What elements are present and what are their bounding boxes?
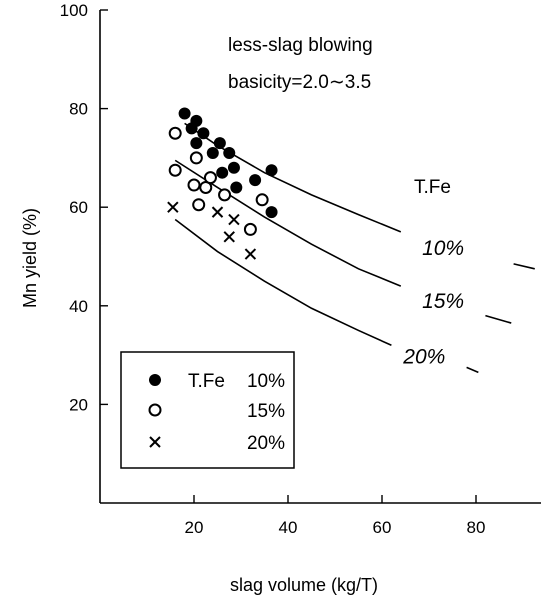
- point-tfe-15: [189, 151, 203, 165]
- point-tfe-20-stroke: [223, 231, 235, 243]
- y-tick-label: 20: [69, 395, 88, 414]
- legend-entry-20: 20%: [247, 433, 285, 454]
- point-tfe-20: [211, 206, 224, 218]
- curve-group-title: T.Fe: [414, 177, 451, 198]
- curve-label-20: 20%: [402, 345, 445, 368]
- axes: 20 40 60 80 20 40 60 80 100: [60, 1, 541, 537]
- curve-label-10: 10%: [422, 237, 464, 260]
- point-tfe-10: [265, 206, 278, 219]
- point-tfe-15: [168, 126, 182, 140]
- point-tfe-20-stroke: [244, 248, 257, 260]
- point-tfe-15: [243, 222, 257, 236]
- curves: 10% 15% 20%: [174, 122, 535, 374]
- curve-15-segment-b: [485, 314, 512, 324]
- legend-entry-10: 10%: [247, 371, 285, 392]
- x-tick-label: 40: [279, 518, 298, 537]
- point-tfe-15: [218, 188, 232, 202]
- point-tfe-20-stroke: [228, 213, 240, 226]
- point-tfe-10: [206, 146, 219, 159]
- legend-marker-15: [148, 403, 162, 417]
- x-tick-label: 80: [467, 518, 486, 537]
- point-tfe-15: [187, 178, 201, 192]
- legend: T.Fe 10% 15% 20%: [120, 351, 295, 469]
- point-tfe-10: [178, 107, 191, 120]
- y-tick-label: 60: [69, 198, 88, 217]
- legend-entry-15: 15%: [247, 401, 285, 422]
- point-tfe-10: [249, 174, 262, 187]
- x-tick-label: 20: [185, 518, 204, 537]
- point-tfe-10: [230, 181, 243, 194]
- point-tfe-10: [197, 127, 210, 140]
- point-tfe-10: [265, 164, 278, 177]
- curve-10-segment-a: [184, 122, 402, 233]
- point-tfe-10: [190, 114, 203, 127]
- curve-label-15: 15%: [422, 290, 464, 313]
- point-tfe-20-stroke: [167, 201, 179, 213]
- x-tick-label: 60: [373, 518, 392, 537]
- legend-marker-10: [149, 374, 161, 386]
- x-axis-label: slag volume (kg/T): [230, 575, 378, 595]
- annotation-line-2: basicity=2.0∼3.5: [228, 72, 371, 93]
- legend-marker-20: [149, 436, 161, 448]
- point-tfe-15: [255, 193, 269, 207]
- point-tfe-20-stroke: [211, 206, 224, 218]
- point-tfe-15: [192, 198, 206, 212]
- y-axis-label: Mn yield (%): [20, 208, 40, 308]
- point-tfe-10: [213, 137, 226, 150]
- curve-20-segment-a: [174, 218, 392, 346]
- y-tick-label: 40: [69, 297, 88, 316]
- point-tfe-20: [223, 231, 235, 243]
- point-tfe-20: [228, 213, 240, 226]
- curve-20-segment-b: [466, 366, 479, 374]
- point-tfe-10: [223, 146, 236, 159]
- point-tfe-20: [244, 248, 257, 260]
- point-tfe-10: [190, 137, 203, 150]
- legend-title: T.Fe: [188, 371, 225, 392]
- annotation-line-1: less-slag blowing: [228, 35, 373, 56]
- curve-10-segment-b: [513, 263, 535, 270]
- point-tfe-10: [216, 166, 229, 179]
- point-tfe-15: [203, 171, 217, 185]
- point-tfe-20: [167, 201, 179, 213]
- y-tick-label: 80: [69, 100, 88, 119]
- point-tfe-15: [168, 163, 182, 177]
- data-points: [167, 107, 278, 260]
- point-tfe-10: [227, 161, 240, 174]
- y-tick-label: 100: [60, 1, 88, 20]
